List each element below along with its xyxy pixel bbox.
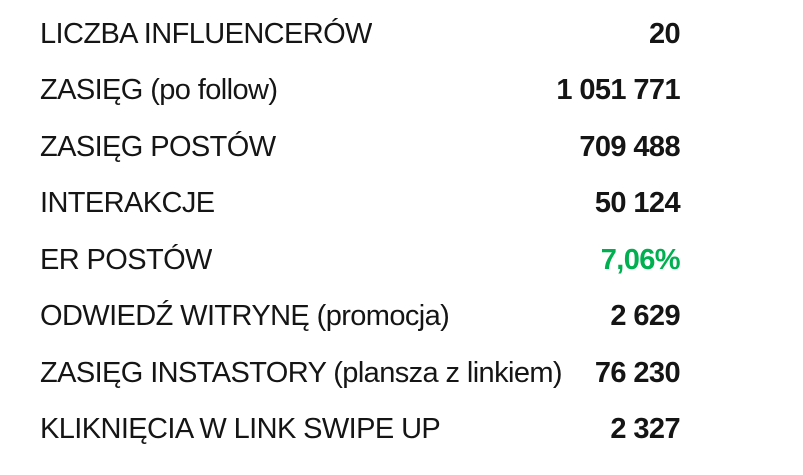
table-row: ODWIEDŹ WITRYNĘ (promocja) 2 629 [40, 289, 681, 346]
table-row: ER POSTÓW 7,06% [40, 232, 681, 289]
stat-label-zasieg-postow: ZASIĘG POSTÓW [40, 130, 276, 163]
stat-label-zasieg-instastory: ZASIĘG INSTASTORY (plansza z linkiem) [40, 356, 562, 389]
stat-value-zasieg-postow: 709 488 [579, 130, 680, 163]
stat-label-interakcje: INTERAKCJE [40, 187, 215, 220]
stat-value-er-postow: 7,06% [600, 243, 681, 276]
stat-label-liczba-influencerow: LICZBA INFLUENCERÓW [40, 17, 372, 50]
stat-value-klikniecia-swipe-up: 2 327 [610, 413, 680, 446]
stat-label-zasieg-po-follow: ZASIĘG (po follow) [40, 74, 278, 107]
stat-value-liczba-influencerow: 20 [648, 17, 681, 50]
stat-value-interakcje: 50 124 [594, 187, 681, 220]
table-row: INTERAKCJE 50 124 [40, 176, 681, 233]
table-row: KLIKNIĘCIA W LINK SWIPE UP 2 327 [40, 402, 681, 459]
stat-label-er-postow: ER POSTÓW [40, 243, 212, 276]
table-row: LICZBA INFLUENCERÓW 20 [40, 6, 681, 63]
stat-value-odwiedz-witryne: 2 629 [610, 300, 680, 333]
stat-value-zasieg-po-follow: 1 051 771 [556, 74, 680, 107]
table-row: ZASIĘG (po follow) 1 051 771 [40, 63, 681, 120]
table-row: ZASIĘG INSTASTORY (plansza z linkiem) 76… [40, 345, 681, 402]
stat-label-klikniecia-swipe-up: KLIKNIĘCIA W LINK SWIPE UP [40, 413, 441, 446]
campaign-stats-table: LICZBA INFLUENCERÓW 20 ZASIĘG (po follow… [40, 6, 681, 459]
stat-label-odwiedz-witryne: ODWIEDŹ WITRYNĘ (promocja) [40, 300, 450, 333]
stat-value-zasieg-instastory: 76 230 [594, 356, 681, 389]
table-row: ZASIĘG POSTÓW 709 488 [40, 119, 681, 176]
